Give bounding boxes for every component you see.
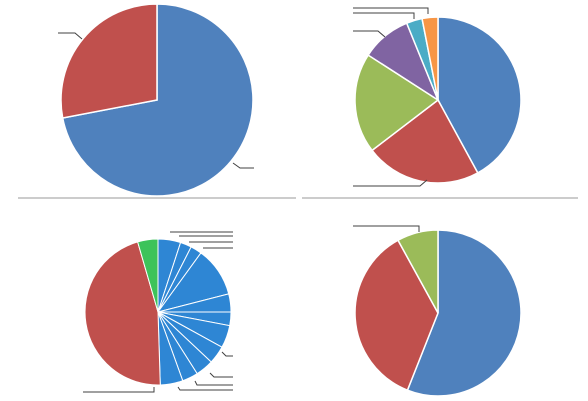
leader-line-4 <box>353 12 415 19</box>
pie3-slice-13 <box>137 238 159 313</box>
leader-line-5 <box>353 30 386 38</box>
leader-lines <box>58 7 429 393</box>
leader-line-12 <box>209 372 233 378</box>
pie4-slice-2 <box>354 239 439 392</box>
pie2-slice-6 <box>421 16 439 101</box>
pie-chart-3 <box>84 238 232 386</box>
pie-chart-1 <box>60 3 254 197</box>
pie4-slice-1 <box>406 229 522 397</box>
pie1-slice-2 <box>60 3 158 119</box>
pie-chart-2 <box>354 16 522 184</box>
pie2-slice-3 <box>354 54 440 152</box>
leader-line-11 <box>221 351 233 357</box>
leader-line-2 <box>232 162 254 169</box>
pie2-slice-1 <box>437 16 522 174</box>
leader-line-3 <box>353 7 429 14</box>
leader-line-13 <box>194 380 233 386</box>
pie1-slice-1 <box>61 3 254 197</box>
leader-line-1 <box>58 32 83 40</box>
pie3-slice-12 <box>84 241 161 386</box>
leader-line-15 <box>83 387 155 393</box>
pie4-slice-3 <box>396 229 439 314</box>
leader-line-14 <box>177 386 233 391</box>
pie-chart-4 <box>354 229 522 397</box>
pie2-slice-2 <box>370 98 479 184</box>
leader-line-6 <box>353 179 428 187</box>
leader-line-16 <box>353 225 420 232</box>
